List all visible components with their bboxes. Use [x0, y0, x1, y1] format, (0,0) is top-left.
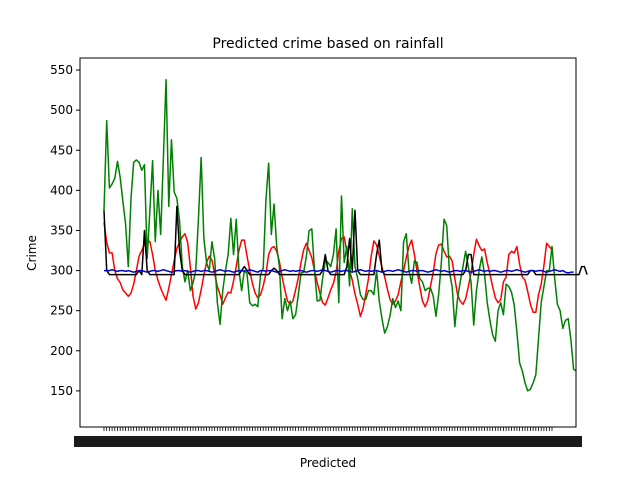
x-axis-label: Predicted: [300, 456, 356, 470]
y-tick-label-150: 150: [50, 384, 73, 398]
y-tick-label-250: 250: [50, 304, 73, 318]
y-tick-label-450: 450: [50, 143, 73, 157]
x-tick-labels-overlapping: [74, 436, 582, 447]
y-tick-label-550: 550: [50, 63, 73, 77]
y-tick-label-350: 350: [50, 223, 73, 237]
y-tick-label-300: 300: [50, 264, 73, 278]
y-tick-label-200: 200: [50, 344, 73, 358]
series-line-4: [104, 269, 574, 274]
chart-title: Predicted crime based on rainfall: [212, 36, 443, 52]
y-axis-label: Crime: [25, 235, 39, 271]
series-layer: [103, 78, 588, 392]
axes-layer: 150 200 250 300 350 400 450 500 550: [50, 57, 582, 447]
y-tick-label-400: 400: [50, 183, 73, 197]
y-tick-label-500: 500: [50, 103, 73, 117]
